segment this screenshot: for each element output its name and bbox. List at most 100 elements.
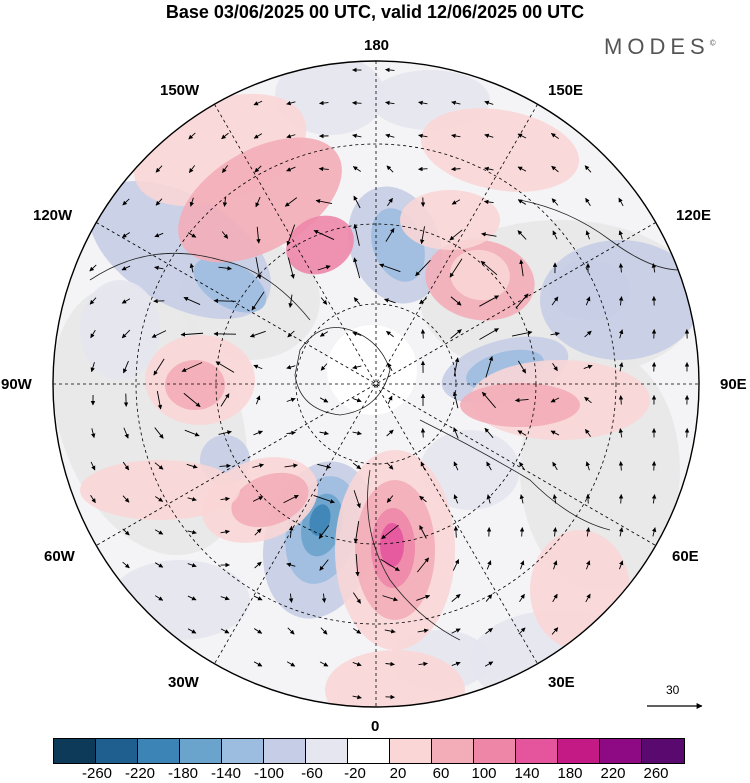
wind-vector <box>618 197 624 207</box>
wind-vector <box>552 494 558 504</box>
wind-vector <box>251 291 265 311</box>
wind-vector <box>452 391 459 409</box>
wind-vector <box>123 427 129 439</box>
colorbar-swatch <box>474 739 516 763</box>
wind-vector <box>187 628 197 634</box>
wind-vector <box>220 529 230 535</box>
wind-vector <box>586 560 591 570</box>
wind-vector <box>418 661 428 667</box>
wind-vector <box>287 627 295 635</box>
wind-vector <box>353 592 361 604</box>
wind-vector <box>121 298 131 304</box>
anomaly-area <box>231 472 309 528</box>
wind-vector <box>451 628 461 634</box>
wind-vector <box>315 199 333 204</box>
wind-vector <box>352 628 362 634</box>
wind-vector <box>585 461 590 471</box>
wind-vector <box>484 427 494 439</box>
wind-vector <box>122 461 130 471</box>
colorbar-swatch <box>96 739 138 763</box>
wind-vector <box>519 527 525 537</box>
lon-label-60w: 60W <box>44 548 75 565</box>
colorbar-tick-label: -260 <box>81 765 113 782</box>
anomaly-area <box>309 504 331 536</box>
wind-vector <box>517 430 527 436</box>
wind-vector <box>618 494 624 504</box>
wind-vector <box>187 232 197 238</box>
wind-vector <box>514 397 529 403</box>
colorbar-tick-label: 60 <box>432 765 450 782</box>
lon-label-120e: 120E <box>676 207 712 224</box>
lon-label-180: 180 <box>364 37 390 54</box>
colorbar-tick-label: 140 <box>514 765 540 782</box>
anomaly-area <box>110 560 250 640</box>
wind-vector <box>286 430 296 436</box>
wind-vector <box>352 430 362 436</box>
wind-vector <box>519 259 524 277</box>
wind-vector <box>156 390 163 410</box>
wind-vector <box>517 133 527 139</box>
colorbar-tick-label: -140 <box>210 765 242 782</box>
wind-vector <box>284 197 298 207</box>
wind-vector <box>155 198 163 206</box>
wind-vector <box>352 166 362 172</box>
colorbar-tick-label: -60 <box>301 765 323 782</box>
wind-vector <box>155 165 163 173</box>
wind-vector <box>418 100 428 106</box>
wind-vector <box>121 329 131 339</box>
wind-vector <box>353 257 361 279</box>
wind-vector <box>419 525 427 539</box>
wind-vector <box>519 461 525 470</box>
wind-vector <box>418 166 428 172</box>
wind-vector <box>417 628 429 633</box>
wind-vector <box>484 100 494 105</box>
wind-vector <box>584 330 592 338</box>
wind-vector <box>517 166 527 172</box>
wind-vector <box>651 494 657 504</box>
wind-vector <box>218 430 232 435</box>
coastline <box>367 469 461 641</box>
wind-vector <box>651 527 657 537</box>
wind-vector <box>551 165 559 173</box>
wind-vector <box>154 562 164 568</box>
colorbar-swatch <box>222 739 264 763</box>
wind-vector <box>286 562 296 568</box>
wind-vector <box>420 461 426 471</box>
wind-vector <box>379 263 401 273</box>
wind-vector <box>254 165 262 173</box>
wind-vector <box>151 330 167 338</box>
colorbar-tick-label: -220 <box>124 765 156 782</box>
wind-vector <box>486 560 492 570</box>
wind-vector <box>253 364 263 370</box>
wind-vector <box>585 230 590 240</box>
wind-vector <box>253 661 263 667</box>
wind-vector <box>551 627 559 635</box>
wind-vector <box>286 166 296 172</box>
wind-vector <box>618 560 624 570</box>
wind-vector <box>584 165 592 173</box>
wind-vector <box>618 428 624 438</box>
wind-vector <box>585 197 591 207</box>
reference-vector-arrow <box>647 703 703 709</box>
wind-vector <box>451 661 461 666</box>
wind-vector <box>90 329 96 339</box>
wind-vector <box>154 232 164 238</box>
anomaly-area <box>450 249 510 301</box>
wind-vector <box>618 263 624 273</box>
wind-vector <box>180 332 204 337</box>
anomaly-area <box>193 257 267 313</box>
wind-vector <box>183 392 201 408</box>
wind-vector <box>451 199 461 205</box>
wind-vector <box>449 229 463 241</box>
lon-label-90e: 90E <box>720 376 747 393</box>
wind-vector <box>286 397 296 402</box>
wind-vector <box>287 330 295 338</box>
wind-vector <box>253 133 263 139</box>
wind-vector <box>387 362 393 372</box>
colorbar-tick-label: 180 <box>557 765 583 782</box>
wind-vector <box>249 330 266 338</box>
wind-vector <box>451 100 461 106</box>
colorbar-swatch <box>600 739 642 763</box>
wind-vector <box>352 398 362 403</box>
